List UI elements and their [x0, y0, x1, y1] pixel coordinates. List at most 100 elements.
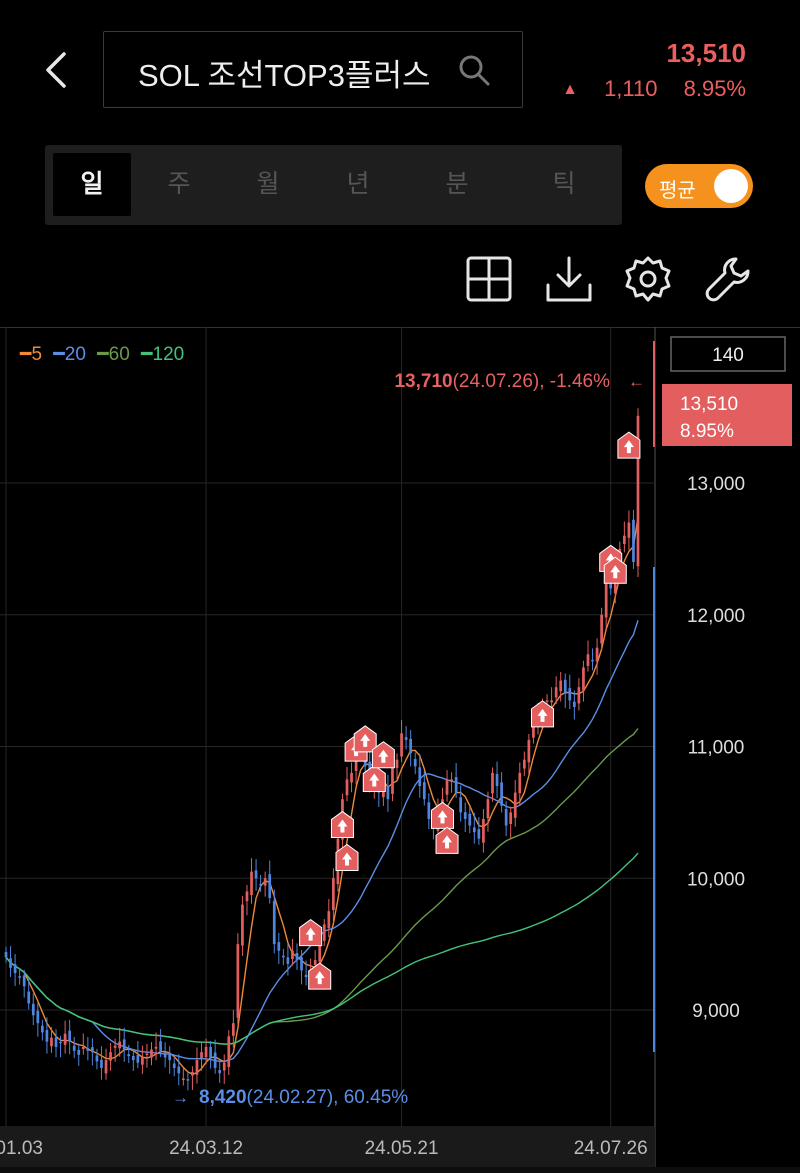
candle-body [213, 1052, 217, 1068]
tab-year[interactable]: 년 [346, 170, 370, 198]
tab-tick[interactable]: 틱 [552, 170, 576, 198]
buy-marker [531, 700, 555, 728]
candle-body [459, 797, 463, 813]
candle-body [413, 759, 417, 767]
price-chart[interactable]: 24.01.03 24.03.12 24.05.21 24.07.26 9,000 10… [0, 327, 800, 1173]
current-price-tag-pct: 8.95% [680, 421, 734, 442]
moving-average-lines [5, 516, 639, 1076]
legend-ma20-label: 20 [65, 344, 86, 365]
price-change: ▲ 1,110 8.95% [562, 76, 746, 102]
search-field[interactable]: SOL 조선TOP3플러스 [103, 31, 523, 108]
candle-body [304, 974, 308, 978]
x-tick-label: 24.05.21 [365, 1138, 439, 1159]
candle-body [245, 891, 249, 902]
candle-body [327, 911, 331, 929]
high-annotation: 13,710(24.07.26), -1.46% [394, 371, 610, 392]
visible-count-box[interactable] [670, 336, 786, 372]
candle-body [468, 813, 472, 826]
candle-body [81, 1046, 85, 1049]
candle-body [568, 688, 572, 701]
tab-week[interactable]: 주 [167, 170, 191, 198]
high-arrow: ← [628, 372, 645, 391]
candle-body [163, 1052, 167, 1058]
candle-body [477, 829, 481, 839]
candle-body [418, 767, 422, 787]
candle-body [127, 1054, 131, 1057]
y-tick-label: 13,000 [687, 474, 745, 495]
tab-month[interactable]: 월 [256, 170, 280, 198]
candle-body [632, 519, 635, 563]
candle-body [500, 782, 503, 806]
low-date: (24.02.27) [247, 1087, 334, 1108]
candle-body [509, 812, 513, 824]
candle-body [300, 957, 303, 971]
candle-body [595, 647, 599, 662]
candle-body [100, 1059, 103, 1068]
ma-line-120 [5, 852, 639, 1045]
candle-body [222, 1062, 226, 1071]
up-arrow-icon [369, 773, 380, 787]
buy-markers [299, 431, 641, 990]
candle-body [104, 1060, 108, 1074]
candle-body [591, 659, 594, 662]
low-arrow: → [172, 1088, 189, 1107]
candle-body [604, 568, 608, 618]
candle-body [45, 1030, 49, 1042]
candle-body [4, 952, 8, 958]
candle-body [241, 904, 244, 946]
candle-body [22, 975, 26, 987]
candle-body [563, 679, 567, 694]
legend-ma60: ━ [96, 344, 109, 365]
up-arrow-icon [605, 553, 616, 567]
buy-marker [435, 826, 459, 854]
candle-body [409, 738, 413, 754]
candle-body [586, 654, 590, 667]
buy-marker [353, 725, 377, 753]
search-icon[interactable] [456, 52, 492, 88]
buy-marker [335, 843, 359, 871]
candle-body [227, 1036, 231, 1067]
candle-body [172, 1063, 176, 1068]
legend: ━5 ━20 ━60 ━120 [19, 344, 184, 365]
ma-line-60 [5, 728, 639, 1045]
candle-body [295, 952, 299, 960]
candle-body [395, 759, 399, 768]
candle-body [200, 1052, 203, 1058]
candle-body [318, 944, 322, 962]
grid-layout-icon[interactable] [465, 255, 513, 303]
candle-body [250, 871, 253, 895]
current-price-tag-value: 13,510 [680, 394, 738, 415]
candle-body [263, 878, 267, 886]
candle-body [113, 1045, 117, 1048]
average-toggle[interactable]: 평균 [645, 164, 753, 208]
settings-icon[interactable] [624, 255, 672, 303]
candle-body [286, 957, 290, 964]
tab-minute[interactable]: 분 [445, 170, 469, 198]
buy-marker [308, 962, 332, 990]
candle-body [63, 1033, 67, 1045]
up-arrow-icon [442, 835, 453, 849]
candle-body [482, 818, 485, 843]
tab-day[interactable]: 일 [53, 153, 131, 216]
legend-ma5: ━ [19, 344, 32, 365]
back-chevron-icon[interactable] [40, 50, 74, 90]
wrench-icon[interactable] [704, 255, 752, 303]
toggle-knob [714, 169, 748, 203]
candle-body [472, 827, 476, 833]
candle-body [491, 772, 494, 794]
candle-body [72, 1045, 76, 1051]
change-amount: 1,110 [604, 76, 658, 101]
candle-body [518, 772, 522, 794]
up-arrow-icon [305, 927, 316, 941]
average-toggle-label: 평균 [659, 180, 696, 202]
buy-marker [371, 741, 395, 769]
candle-body [186, 1079, 190, 1081]
candle-body [577, 687, 581, 704]
buy-marker [299, 918, 323, 947]
download-icon[interactable] [545, 255, 593, 303]
up-arrow-icon [437, 810, 448, 824]
candle-body [272, 900, 276, 945]
candle-body [281, 955, 285, 958]
candle-body [91, 1047, 94, 1053]
candle-body [122, 1039, 126, 1050]
